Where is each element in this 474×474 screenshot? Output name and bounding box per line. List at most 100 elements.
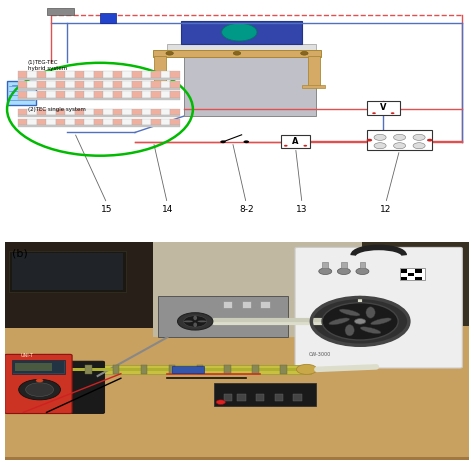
Bar [170, 109, 180, 115]
Bar [252, 365, 259, 374]
Bar [170, 72, 180, 78]
Bar [141, 365, 147, 374]
Bar [46, 91, 56, 98]
Circle shape [244, 140, 249, 143]
Bar [5, 457, 469, 460]
Circle shape [391, 112, 394, 114]
Bar [94, 72, 103, 78]
Text: (1)TEG-TEC
hybrid system: (1)TEG-TEC hybrid system [28, 61, 67, 71]
Bar [122, 91, 132, 98]
Circle shape [413, 143, 425, 149]
Bar [132, 118, 142, 125]
Bar [100, 13, 116, 23]
Bar [18, 78, 180, 80]
Bar [56, 72, 65, 78]
Bar [18, 88, 180, 90]
Bar [46, 82, 56, 88]
Bar [94, 82, 103, 88]
Bar [169, 365, 175, 374]
Bar [27, 118, 37, 125]
Bar [65, 91, 75, 98]
Bar [37, 118, 46, 125]
Bar [42, 365, 311, 374]
Bar [15, 364, 52, 372]
Bar [46, 109, 56, 115]
Bar [18, 125, 180, 127]
Bar [151, 118, 161, 125]
Bar [154, 242, 363, 337]
Bar [84, 72, 94, 78]
Circle shape [166, 51, 173, 55]
Bar [113, 72, 122, 78]
Bar [85, 365, 91, 374]
Text: UNI-T: UNI-T [21, 353, 34, 358]
Circle shape [18, 379, 61, 400]
Circle shape [301, 51, 308, 55]
Bar [214, 383, 316, 406]
Circle shape [393, 134, 406, 140]
Bar [132, 72, 142, 78]
Bar [84, 109, 94, 115]
Ellipse shape [339, 309, 360, 316]
Ellipse shape [183, 320, 193, 322]
Bar [274, 394, 283, 401]
Bar [5, 242, 469, 328]
Circle shape [322, 303, 398, 340]
Bar [151, 91, 161, 98]
Bar [27, 72, 37, 78]
FancyBboxPatch shape [5, 355, 72, 413]
Bar [142, 109, 151, 115]
Ellipse shape [366, 307, 375, 318]
Text: 15: 15 [101, 205, 113, 214]
Bar [13, 361, 64, 373]
Bar [293, 394, 301, 401]
Ellipse shape [360, 327, 381, 334]
Bar [181, 21, 302, 44]
Bar [9, 251, 126, 292]
Bar [94, 118, 103, 125]
Bar [161, 82, 170, 88]
Bar [155, 56, 166, 86]
Bar [18, 98, 180, 100]
Bar [281, 135, 310, 147]
Circle shape [216, 400, 226, 404]
Bar [172, 366, 204, 373]
Bar [75, 91, 84, 98]
Bar [65, 82, 75, 88]
Bar [151, 109, 161, 115]
Bar [94, 91, 103, 98]
Bar [415, 277, 422, 280]
Bar [65, 118, 75, 125]
Bar [142, 118, 151, 125]
Bar [37, 109, 46, 115]
Text: (2)TEC single system: (2)TEC single system [28, 107, 86, 112]
Bar [170, 91, 180, 98]
Bar [18, 118, 27, 125]
Circle shape [233, 51, 241, 55]
Bar [94, 109, 103, 115]
Circle shape [26, 383, 54, 396]
Bar [46, 118, 56, 125]
Bar [225, 365, 231, 374]
Bar [151, 82, 161, 88]
Bar [113, 118, 122, 125]
Bar [18, 115, 180, 117]
Bar [161, 118, 170, 125]
Bar [400, 268, 425, 281]
Bar [132, 82, 142, 88]
Bar [56, 91, 65, 98]
Bar [122, 109, 132, 115]
Bar [12, 253, 123, 290]
Bar [5, 326, 469, 458]
Circle shape [220, 140, 226, 143]
Circle shape [427, 139, 433, 142]
Bar [367, 101, 400, 115]
Bar [113, 109, 122, 115]
Bar [75, 109, 84, 115]
Circle shape [222, 23, 257, 41]
Bar [65, 109, 75, 115]
Bar [18, 72, 27, 78]
Bar [122, 72, 132, 78]
Bar [237, 394, 246, 401]
Text: (b): (b) [12, 248, 27, 258]
